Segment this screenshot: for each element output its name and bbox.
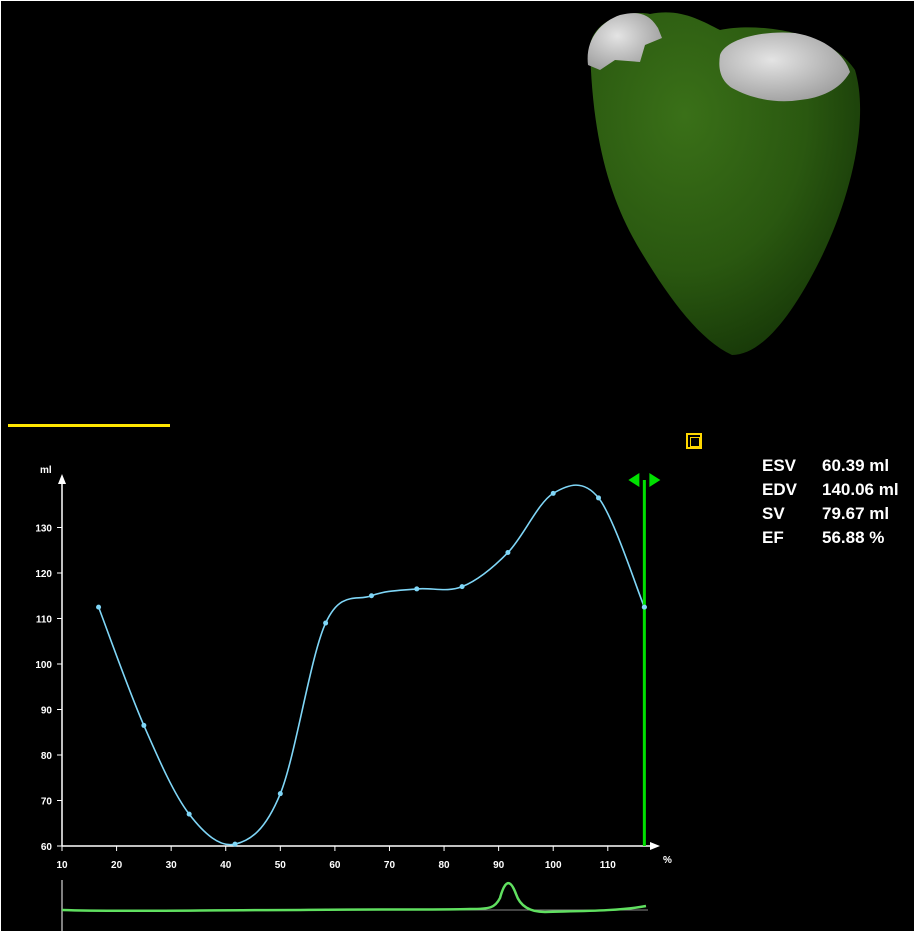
y-tick-label: 100	[35, 660, 52, 671]
x-axis-label: %	[663, 855, 672, 866]
stat-esv: ESV 60.39 ml	[762, 454, 899, 478]
curve-point	[96, 604, 102, 610]
y-tick-label: 60	[41, 842, 53, 853]
x-tick-label: 50	[275, 860, 287, 871]
mitral-valve	[719, 32, 850, 102]
double-arrow-icon[interactable]	[628, 473, 640, 487]
stat-edv: EDV 140.06 ml	[762, 478, 899, 502]
curve-point	[459, 584, 465, 590]
curve-point	[550, 490, 556, 496]
edv-value: 140.06 ml	[822, 480, 899, 499]
square-icon[interactable]	[686, 433, 702, 449]
curve-point	[277, 791, 283, 797]
y-tick-label: 90	[41, 706, 53, 717]
phase-subplot	[61, 880, 648, 932]
y-tick-label: 80	[41, 751, 53, 762]
x-tick-label: 110	[600, 860, 617, 871]
x-tick-label: 10	[56, 860, 68, 871]
marker-point	[641, 604, 647, 610]
ef-value: 56.88 %	[822, 528, 885, 547]
curve-point	[186, 811, 192, 817]
x-tick-label: 40	[220, 860, 232, 871]
x-tick-label: 60	[329, 860, 341, 871]
esv-value: 60.39 ml	[822, 456, 890, 475]
y-axis-label: ml	[40, 465, 52, 476]
volume-curve-chart[interactable]: ml % 10 20 30 40 50 60 70 80 90 100 110 60 70 80 90 100…	[0, 460, 700, 932]
y-tick-label: 130	[35, 524, 52, 535]
aortic-valve	[587, 13, 662, 71]
x-tick-label: 100	[545, 860, 562, 871]
x-tick-label: 90	[493, 860, 505, 871]
heart-3d-model[interactable]	[570, 0, 870, 370]
chart-ticks: 10 20 30 40 50 60 70 80 90 100 110 60 70 80 90 100 110 12…	[35, 524, 616, 872]
sv-value: 79.67 ml	[822, 504, 890, 523]
curve-point	[323, 620, 329, 626]
y-tick-label: 110	[36, 615, 53, 626]
volume-curve-line	[97, 484, 646, 846]
x-tick-label: 70	[384, 860, 396, 871]
x-tick-label: 80	[438, 860, 450, 871]
chart-axes: ml %	[40, 465, 672, 866]
edv-label: EDV	[762, 480, 797, 499]
x-axis-arrow	[650, 842, 660, 850]
y-tick-label: 70	[41, 797, 53, 808]
yellow-indicator-bar	[8, 424, 170, 427]
stat-ef: EF 56.88 %	[762, 526, 899, 550]
curve-point	[232, 841, 238, 847]
x-tick-label: 20	[111, 860, 123, 871]
curve-point	[414, 586, 420, 592]
curve-point	[505, 550, 511, 556]
phase-trace	[61, 882, 647, 914]
x-tick-label: 30	[166, 860, 178, 871]
curve-point	[141, 722, 147, 728]
y-axis-arrow	[58, 474, 66, 484]
double-arrow-icon-right[interactable]	[649, 473, 661, 487]
volume-stats-panel: ESV 60.39 ml EDV 140.06 ml SV 79.67 ml E…	[762, 454, 899, 550]
y-tick-label: 120	[35, 569, 52, 580]
curve-points	[96, 490, 647, 847]
stat-sv: SV 79.67 ml	[762, 502, 899, 526]
curve-point	[368, 593, 374, 599]
esv-label: ESV	[762, 456, 797, 475]
ef-label: EF	[762, 528, 784, 547]
frame-marker[interactable]	[628, 473, 661, 846]
curve-point	[596, 495, 602, 501]
sv-label: SV	[762, 504, 785, 523]
